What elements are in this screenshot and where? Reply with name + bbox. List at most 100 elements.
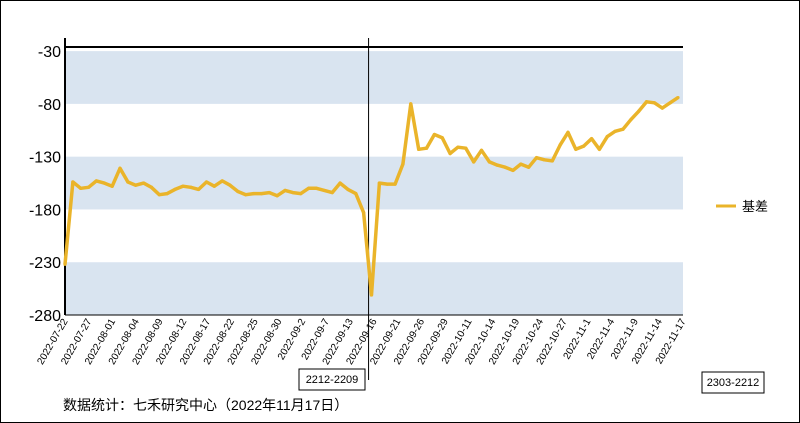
data-point xyxy=(228,183,232,187)
y-tick-label: -230 xyxy=(29,255,61,272)
data-point xyxy=(244,193,248,197)
data-point xyxy=(275,194,279,198)
contract-label-2: 2303-2212 xyxy=(707,377,760,389)
data-point xyxy=(71,180,75,184)
data-point xyxy=(377,181,381,185)
data-point xyxy=(314,186,319,190)
data-point xyxy=(362,211,366,215)
data-point xyxy=(472,160,476,164)
series-layer xyxy=(63,95,680,297)
data-point xyxy=(613,129,617,133)
data-point xyxy=(668,101,672,105)
data-point xyxy=(236,189,240,194)
data-point xyxy=(519,162,523,166)
legend: 基差 xyxy=(716,199,768,214)
data-point xyxy=(644,100,649,104)
data-point xyxy=(354,192,358,196)
data-point xyxy=(149,185,154,189)
data-point xyxy=(456,145,460,149)
data-point xyxy=(424,146,429,150)
data-point xyxy=(417,147,421,151)
y-tick-label: -180 xyxy=(29,202,61,219)
axes xyxy=(64,38,683,380)
data-point xyxy=(220,179,224,183)
legend-label: 基差 xyxy=(742,199,768,214)
data-point xyxy=(259,192,264,196)
data-point xyxy=(189,185,193,189)
data-point xyxy=(511,168,515,172)
data-point xyxy=(629,118,633,122)
data-point xyxy=(267,190,271,195)
data-point xyxy=(589,137,594,141)
data-point xyxy=(181,184,185,188)
y-tick-label: -280 xyxy=(29,308,61,325)
data-point xyxy=(550,159,554,163)
contract-label-1: 2212-2209 xyxy=(306,374,359,386)
data-point xyxy=(621,127,625,131)
data-point xyxy=(527,165,531,169)
data-point xyxy=(605,135,609,139)
data-point xyxy=(409,102,413,106)
data-point xyxy=(204,180,209,184)
data-point xyxy=(676,95,680,100)
data-point xyxy=(393,182,397,186)
data-point xyxy=(542,158,546,162)
data-point xyxy=(574,147,578,151)
data-point xyxy=(283,188,287,193)
data-point xyxy=(338,181,342,185)
data-point xyxy=(558,143,562,147)
data-point xyxy=(102,181,106,185)
data-point xyxy=(495,163,499,167)
data-point xyxy=(479,148,484,152)
data-point xyxy=(652,101,657,105)
background-bands xyxy=(65,51,683,315)
band-1 xyxy=(65,156,683,210)
data-point xyxy=(110,184,114,188)
data-point xyxy=(566,130,570,134)
data-point xyxy=(322,188,326,193)
data-point xyxy=(464,146,468,150)
y-tick-label: -30 xyxy=(38,44,61,61)
y-tick-label: -130 xyxy=(29,150,61,167)
y-tick-label: -80 xyxy=(38,97,61,114)
data-point xyxy=(597,147,602,151)
data-point xyxy=(86,185,91,189)
data-point xyxy=(503,165,507,169)
x-axis-ticks: 2022-07-222022-07-272022-08-012022-08-04… xyxy=(35,317,688,367)
band-0 xyxy=(65,51,683,104)
data-point xyxy=(63,262,67,266)
data-point xyxy=(385,182,389,186)
data-point xyxy=(157,193,161,197)
data-point xyxy=(173,187,177,191)
data-point xyxy=(487,160,491,164)
data-point xyxy=(330,190,334,195)
y-axis-ticks: -30 -80 -130 -180 -230 -280 xyxy=(29,44,61,325)
data-point xyxy=(534,156,539,160)
data-point xyxy=(299,192,303,196)
data-point xyxy=(637,109,641,113)
contract-box-1: 2212-2209 xyxy=(298,368,366,391)
data-point xyxy=(291,190,295,195)
data-point xyxy=(660,106,664,110)
source-note: 数据统计：七禾研究中心（2022年11月17日） xyxy=(63,397,348,413)
data-point xyxy=(141,181,146,185)
data-point xyxy=(369,293,374,297)
data-point xyxy=(307,186,311,190)
data-point xyxy=(134,183,138,187)
data-point xyxy=(582,144,586,148)
data-point xyxy=(432,132,436,137)
data-point xyxy=(212,184,216,188)
data-point xyxy=(448,151,452,156)
data-point xyxy=(118,166,122,170)
data-point xyxy=(126,180,130,184)
contract-box-2: 2303-2212 xyxy=(701,371,765,394)
data-point xyxy=(346,187,350,191)
data-point xyxy=(197,187,201,191)
data-point xyxy=(252,192,256,196)
data-point xyxy=(165,192,169,196)
data-point xyxy=(79,186,83,190)
data-point xyxy=(401,162,405,166)
data-point xyxy=(440,136,444,140)
data-point xyxy=(94,179,99,183)
